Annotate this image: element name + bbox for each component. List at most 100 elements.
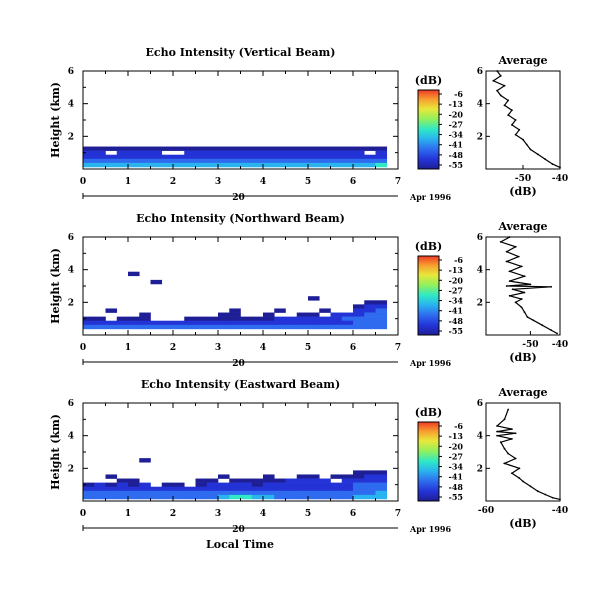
heatmap-cell (105, 482, 118, 488)
heatmap-cell (83, 482, 95, 488)
heatmap-cell (274, 478, 286, 483)
heatmap-cell (375, 312, 388, 317)
heatmap-cell (206, 494, 219, 500)
heatmap-cell (128, 271, 140, 277)
heatmap-cell (296, 324, 309, 330)
heatmap-cell (128, 162, 140, 168)
heatmap-cell (263, 482, 275, 488)
heatmap-cell (139, 150, 151, 156)
heatmap-cell (128, 482, 140, 488)
heatmap-cell (274, 158, 286, 164)
heatmap-cell (83, 486, 95, 492)
profile-point (529, 148, 532, 151)
heatmap-cell (128, 146, 140, 151)
colorbar-tick-label: -13 (449, 431, 464, 441)
heatmap-cell (83, 316, 95, 322)
heatmap-cell (229, 324, 241, 330)
profile-point (523, 275, 526, 278)
heatmap-cell (330, 162, 343, 168)
x-tick-label: 0 (80, 509, 86, 519)
heatmap-cell (150, 158, 163, 164)
heatmap-cell (296, 494, 309, 500)
heatmap-cell (206, 478, 219, 483)
heatmap-cell (251, 482, 264, 488)
colorbar-tick-label: -55 (449, 326, 463, 336)
profile-x-tick-label: -50 (522, 340, 538, 350)
profile-title: Average (497, 386, 547, 399)
heatmap-cell (105, 490, 118, 496)
heatmap-cell (218, 494, 230, 500)
colorbar-tick-label: -55 (449, 160, 463, 170)
profile-point (544, 493, 547, 496)
heatmap-cell (375, 490, 388, 496)
heatmap-cell (150, 494, 163, 500)
heatmap-cell (285, 146, 298, 151)
profile-point (503, 418, 506, 421)
heatmap-cell (94, 146, 106, 151)
colorbar-tick-label: -55 (449, 492, 463, 502)
profile-x-label: (dB) (509, 351, 536, 364)
colorbar-tick-label: -20 (449, 441, 464, 451)
heatmap-cell (150, 320, 163, 326)
heatmap-cell (308, 320, 320, 326)
profile-y-tick-label: 4 (477, 432, 483, 442)
heatmap-cell (308, 312, 320, 317)
x-tick-label: 2 (170, 177, 176, 187)
heatmap-cell (364, 316, 376, 322)
heatmap-cell (83, 162, 95, 168)
heatmap-cell (184, 490, 196, 496)
profile-point (514, 133, 517, 136)
heatmap-cell (330, 320, 343, 326)
heatmap-cell (274, 486, 286, 492)
heatmap-cell (285, 478, 298, 483)
heatmap-cell (330, 146, 343, 151)
heatmap-cell (206, 162, 219, 168)
heatmap-cell (341, 158, 354, 164)
heatmap-cell (296, 478, 309, 483)
heatmap-cell (128, 478, 140, 483)
heatmap-cell (353, 320, 365, 326)
heatmap-cell (229, 486, 241, 492)
heatmap-cell (218, 474, 230, 479)
panel-group: Echo Intensity (Vertical Beam) 0 1 2 3 4 5 6 7 2 4… (49, 46, 568, 535)
heatmap-cell (116, 324, 129, 330)
panel-1: Echo Intensity (Northward Beam) 0 1 2 3 4 5 6 7 2… (49, 212, 568, 369)
heatmap-cell (274, 482, 286, 488)
heatmap-cell (308, 478, 320, 483)
heatmap-cell (308, 154, 320, 160)
heatmap-cell (364, 154, 376, 160)
heatmap-cell (319, 162, 331, 168)
heatmap-cell (206, 146, 219, 151)
heatmap-cell (341, 162, 354, 168)
x-tick-label: 4 (260, 509, 266, 519)
heatmap-cell (150, 324, 163, 330)
heatmap-cell (263, 320, 275, 326)
x-tick-label: 7 (395, 177, 401, 187)
heatmap-cell (263, 324, 275, 330)
colorbar-tick-label: -48 (449, 482, 464, 492)
heatmap-cell (341, 312, 354, 317)
heatmap-cell (353, 154, 365, 160)
profile-point (511, 472, 513, 475)
profile-point (556, 332, 558, 335)
heatmap-cell (364, 162, 376, 168)
profile-x-tick-label: -40 (552, 506, 568, 516)
heatmap-cell (296, 474, 309, 479)
heatmap-cell (94, 490, 106, 496)
heatmap-cell (308, 158, 320, 164)
heatmap-cell (285, 324, 298, 330)
profile-point (511, 288, 514, 291)
profile-point (508, 270, 511, 273)
heatmap-cell (330, 494, 343, 500)
heatmap-cell (251, 478, 264, 483)
colorbar-tick-label: -48 (449, 150, 464, 160)
heatmap-cell (285, 158, 298, 164)
profile-point (529, 485, 532, 488)
profile-point (511, 109, 513, 112)
profile-point (551, 163, 554, 166)
profile-x-label: (dB) (509, 185, 536, 198)
heatmap-cell (116, 478, 129, 483)
heatmap-cell (308, 324, 320, 330)
heatmap-cell (274, 494, 286, 500)
heatmap-cell (206, 316, 219, 322)
